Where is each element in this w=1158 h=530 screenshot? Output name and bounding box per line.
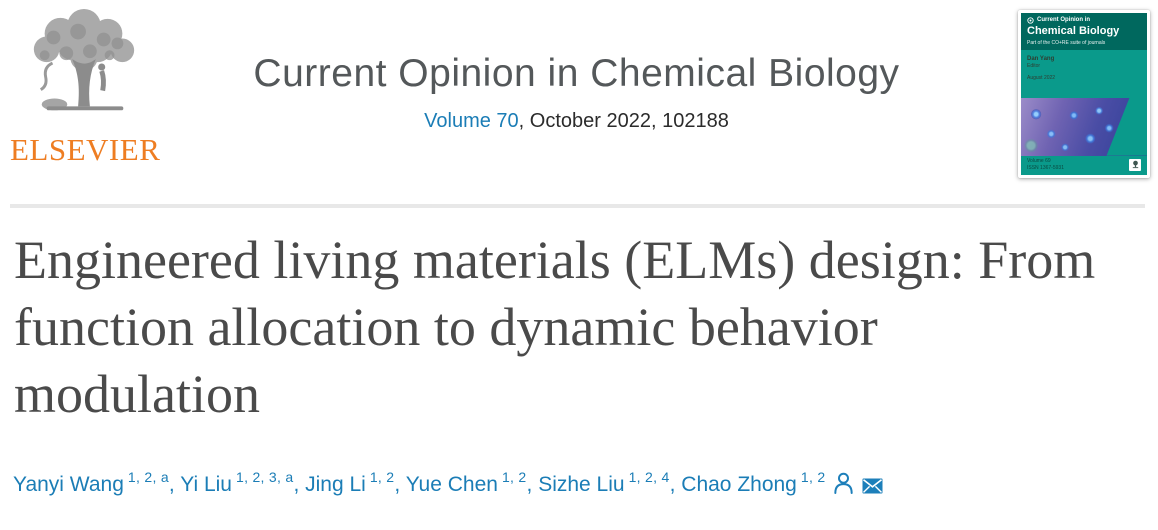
divider — [10, 204, 1145, 208]
envelope-icon[interactable] — [862, 478, 883, 494]
author-links: Yanyi Wang 1, 2, a, Yi Liu 1, 2, 3, a, Jin… — [13, 469, 826, 496]
cover-footer: Volume 69 ISSN 1367-5931 — [1021, 155, 1147, 175]
circle-emblem-icon — [1027, 17, 1034, 24]
journal-header: Current Opinion in Chemical Biology Volu… — [160, 52, 993, 133]
author-link[interactable]: Sizhe Liu 1, 2, 4 — [538, 469, 670, 496]
author-link[interactable]: Jing Li 1, 2 — [305, 469, 395, 496]
cover-header: Current Opinion in Chemical Biology Part… — [1021, 13, 1147, 50]
cover-subtitle: Part of the CO+RE suite of journals — [1027, 39, 1106, 46]
journal-cover: Current Opinion in Chemical Biology Part… — [1021, 13, 1147, 175]
cover-volume: Volume 69 — [1027, 158, 1051, 165]
cover-journal-name: Chemical Biology — [1027, 25, 1120, 37]
volume-link[interactable]: Volume 70 — [424, 109, 519, 132]
person-icon[interactable] — [833, 472, 854, 494]
issue-line: Volume 70, October 2022, 102188 — [160, 110, 993, 133]
author-link[interactable]: Chao Zhong 1, 2 — [681, 469, 826, 496]
issue-info: , October 2022, 102188 — [518, 109, 729, 132]
cover-issue-date: August 2022 — [1027, 74, 1056, 81]
article-title: Engineered living materials (ELMs) desig… — [14, 230, 1096, 424]
cover-microscopy-image — [1021, 97, 1147, 156]
cover-editor-name: Dan Yang — [1027, 55, 1055, 62]
journal-title-link[interactable]: Current Opinion in Chemical Biology — [253, 52, 900, 95]
cover-journal-prefix: Current Opinion in — [1027, 17, 1141, 24]
elsevier-mini-tree-icon — [1129, 158, 1141, 171]
journal-cover-thumbnail[interactable]: Current Opinion in Chemical Biology Part… — [1018, 10, 1150, 178]
elsevier-logo[interactable]: ELSEVIER — [10, 8, 161, 167]
author-list: Yanyi Wang 1, 2, a, Yi Liu 1, 2, 3, a, Jin… — [13, 469, 1143, 497]
author-icons — [825, 472, 883, 496]
cover-editor-block: Dan Yang Editor August 2022 — [1021, 49, 1147, 98]
elsevier-tree-icon — [33, 8, 135, 111]
author-link[interactable]: Yue Chen 1, 2 — [405, 469, 527, 496]
elsevier-wordmark: ELSEVIER — [10, 132, 161, 167]
cover-issn: ISSN 1367-5931 — [1027, 164, 1064, 171]
author-link[interactable]: Yi Liu 1, 2, 3, a — [180, 469, 294, 496]
cover-teal-wedge — [1106, 97, 1147, 156]
author-link[interactable]: Yanyi Wang 1, 2, a — [13, 469, 169, 496]
cover-editor-role: Editor — [1027, 62, 1041, 69]
